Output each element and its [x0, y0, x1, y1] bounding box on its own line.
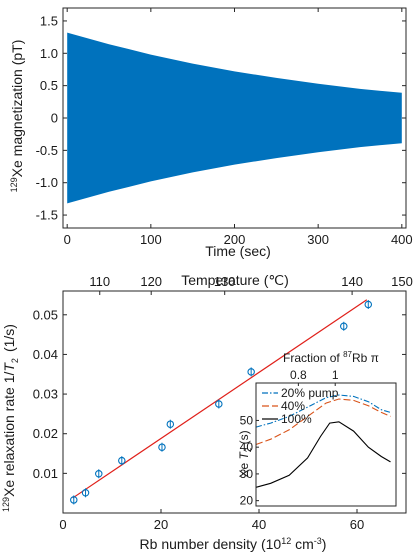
magnetization-x-axis-label: Time (sec) [205, 243, 271, 259]
inset-series-lines [255, 394, 391, 488]
data-point [166, 419, 175, 429]
data-point [81, 488, 90, 498]
relaxation-data-points [70, 299, 373, 505]
inset-series-line [255, 421, 391, 488]
y-tick-label: 0.5 [40, 78, 58, 93]
inset-legend-label: 100% [281, 412, 312, 426]
x-tick-label: 0 [59, 517, 66, 532]
y-tick-label: 0.04 [33, 347, 58, 362]
magnetization-axes-frame [62, 7, 407, 229]
relax-y-unit: (1/s) [1, 324, 17, 352]
inset-y-tick-label: 30 [240, 467, 254, 481]
relax-y-t: T [1, 362, 17, 372]
y-tick-label: 0 [51, 111, 58, 126]
inset-top-tick-label: 1 [332, 368, 339, 382]
data-point [247, 367, 255, 377]
inset-series-line [255, 398, 391, 446]
magnetization-plot [63, 32, 402, 204]
relax-x-text: Rb number density (10 [140, 536, 282, 552]
inset-y-axis-label: Xe T2 (s) [237, 430, 253, 477]
relax-y-superscript: 129 [1, 497, 11, 512]
inset-top-tick-label: 0.8 [290, 368, 307, 382]
data-point [340, 321, 348, 331]
temperature-tick-label: 150 [391, 274, 413, 289]
y-label-superscript: 129 [9, 177, 19, 192]
y-tick-label: 1.5 [40, 13, 58, 28]
inset-background [256, 383, 396, 506]
inset-y-tick-label: 20 [240, 494, 254, 508]
temperature-tick-label: 120 [140, 274, 162, 289]
inset-title-rb: Rb π [352, 351, 379, 365]
relax-x-close: ) [322, 536, 327, 552]
inset-ticks: 0.8 1 20 30 40 50 [240, 368, 339, 508]
relax-y-subscript: 2 [10, 358, 20, 363]
relax-x-superscript-1: 12 [281, 536, 291, 546]
inset-y-label-subscript: 2 [244, 447, 253, 452]
magnetization-y-axis-label: 129Xe magnetization (pT) [9, 40, 25, 193]
inset-axes-frame [255, 382, 397, 507]
data-point [215, 399, 223, 409]
relaxation-axes-frame [62, 290, 407, 514]
relax-x-superscript-2: -3 [314, 536, 322, 546]
x-tick-label: 100 [140, 232, 162, 247]
inset-y-label-t: T [237, 451, 251, 460]
magnetization-ticks: 0 100 200 300 400 -1.5 -1.0 -0.5 0 0.5 1.0 1.5 [36, 8, 413, 247]
inset-y-label-text: Xe [237, 460, 251, 478]
x-tick-label: 300 [307, 232, 329, 247]
magnetization-signal-band [67, 32, 402, 204]
relax-x-unit: cm [291, 536, 314, 552]
relax-y-text: Xe relaxation rate 1/ [1, 372, 17, 497]
y-tick-label: 0.01 [33, 466, 58, 481]
x-tick-label: 200 [224, 232, 246, 247]
temperature-axis-label: Temperature (℃) [181, 272, 289, 288]
x-tick-label: 20 [154, 517, 168, 532]
data-point [364, 299, 373, 309]
y-tick-label: -0.5 [36, 143, 58, 158]
temperature-tick-label: 110 [89, 274, 110, 289]
inset-title: Fraction of 87Rb π [283, 350, 379, 365]
inset-legend-label: 40% [281, 399, 305, 413]
y-tick-label: 1.0 [40, 46, 58, 61]
data-point [70, 495, 78, 505]
magnetization-chart: 0 100 200 300 400 -1.5 -1.0 -0.5 0 0.5 1.0 1.5 129X… [9, 7, 413, 259]
temperature-tick-label: 140 [341, 274, 363, 289]
y-tick-label: -1.5 [36, 208, 58, 223]
inset-legend-label: 20% pump [281, 386, 339, 400]
inset-y-tick-label: 50 [240, 413, 254, 427]
y-tick-label: 0.03 [33, 387, 58, 402]
y-label-text: Xe magnetization (pT) [9, 40, 25, 178]
relaxation-x-axis-label: Rb number density (1012 cm-3) [140, 536, 327, 552]
inset-y-label-unit: (s) [237, 430, 251, 447]
x-tick-label: 40 [252, 517, 266, 532]
inset-y-tick-label: 40 [240, 440, 254, 454]
inset-title-superscript: 87 [343, 350, 352, 359]
inset-series-line [255, 394, 391, 428]
y-tick-label: 0.02 [33, 426, 58, 441]
y-tick-label: -1.0 [36, 175, 58, 190]
data-point [118, 456, 126, 466]
inset-title-text: Fraction of [283, 351, 343, 365]
relaxation-y-axis-label: 129Xe relaxation rate 1/T2 (1/s) [1, 324, 20, 512]
data-point [95, 469, 103, 479]
data-point [158, 442, 166, 452]
x-tick-label: 60 [350, 517, 364, 532]
temperature-tick-label: 130 [214, 274, 236, 289]
x-tick-label: 400 [391, 232, 413, 247]
x-tick-label: 0 [64, 232, 71, 247]
y-tick-label: 0.05 [33, 307, 58, 322]
